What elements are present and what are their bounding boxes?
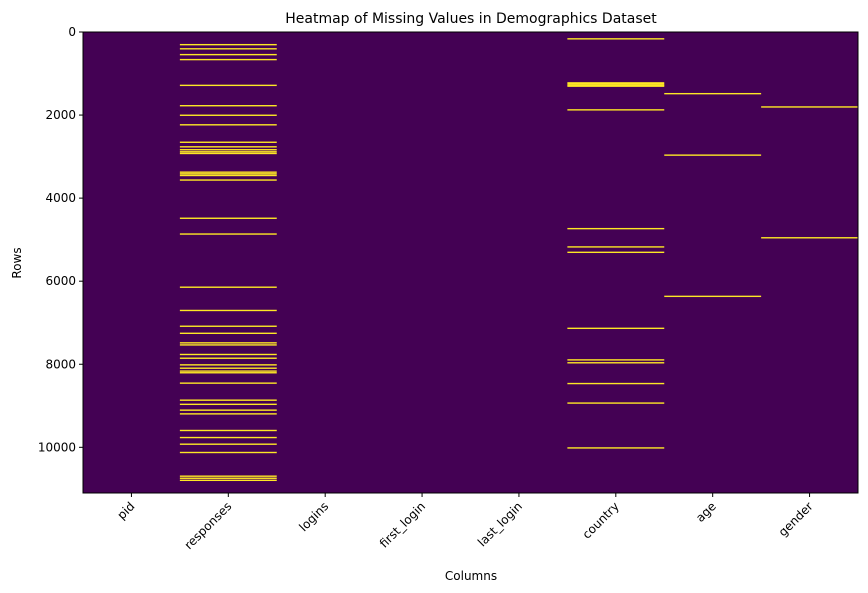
missing-value-cell: [179, 344, 277, 346]
missing-value-cell: [179, 353, 277, 356]
missing-value-cell: [761, 106, 858, 108]
missing-value-cell: [179, 342, 277, 344]
missing-value-cell: [664, 154, 762, 156]
x-tick-label-responses: responses: [182, 499, 235, 552]
missing-value-cell: [179, 364, 277, 366]
missing-value-cell: [179, 413, 277, 415]
missing-value-cell: [567, 251, 665, 254]
missing-value-cell: [179, 141, 277, 143]
missing-value-cell: [179, 84, 277, 87]
missing-value-cell: [179, 443, 277, 445]
missing-value-cell: [179, 48, 277, 50]
y-tick-label: 2000: [45, 108, 76, 122]
missing-value-cell: [179, 382, 277, 384]
missing-value-cell: [179, 372, 277, 374]
missing-value-cell: [179, 171, 277, 173]
missing-value-cell: [567, 38, 665, 40]
missing-value-cell: [179, 370, 277, 372]
missing-value-cell: [179, 114, 277, 116]
missing-value-cell: [179, 146, 277, 148]
missing-value-cell: [567, 83, 665, 85]
plot-frame: [82, 31, 859, 494]
x-tick-label-gender: gender: [776, 499, 816, 539]
missing-value-cell: [179, 174, 277, 177]
missing-value-cell: [567, 82, 665, 84]
missing-value-cell: [179, 451, 277, 454]
missing-value-cell: [664, 92, 762, 95]
missing-value-cell: [179, 325, 277, 327]
missing-value-cell: [179, 286, 277, 288]
missing-value-cell: [567, 402, 665, 404]
x-tick-label-last-login: last_login: [475, 499, 525, 549]
missing-value-cell: [567, 362, 665, 364]
x-tick-label-logins: logins: [296, 499, 331, 534]
missing-value-cell: [179, 367, 277, 369]
y-tick-label: 0: [68, 25, 76, 39]
plot-area: [82, 31, 859, 494]
missing-value-cell: [179, 309, 277, 312]
missing-value-cell: [567, 246, 665, 248]
missing-value-cell: [179, 233, 277, 235]
missing-value-cell: [567, 227, 665, 230]
x-axis-title: Columns: [445, 569, 497, 583]
missing-value-cell: [179, 152, 277, 155]
chart-title: Heatmap of Missing Values in Demographic…: [285, 11, 657, 27]
missing-value-cell: [179, 58, 277, 61]
missing-value-cell: [567, 85, 665, 87]
missing-value-cell: [179, 217, 277, 219]
missing-value-cell: [179, 357, 277, 359]
y-tick-label: 8000: [45, 357, 76, 371]
missing-value-cell: [179, 475, 277, 477]
missing-value-cell: [179, 403, 277, 406]
missing-value-cell: [179, 173, 277, 175]
missing-value-cell: [179, 151, 277, 153]
missing-value-cell: [179, 399, 277, 401]
x-axis: pid responses logins first_login last_login c…: [115, 493, 816, 552]
missing-value-cell: [567, 447, 665, 449]
missing-value-cell: [179, 105, 277, 107]
missing-value-cell: [179, 179, 277, 181]
y-tick-label: 4000: [45, 191, 76, 205]
missing-value-cell: [567, 327, 665, 330]
missing-value-cell: [179, 43, 277, 46]
missing-value-cell: [179, 409, 277, 411]
missing-value-cell: [179, 332, 277, 335]
y-axis-title: Rows: [10, 247, 24, 278]
heatmap-background: [83, 32, 858, 493]
missing-value-cell: [567, 109, 665, 111]
missing-value-cell: [179, 124, 277, 126]
missing-value-cell: [179, 53, 277, 56]
missing-value-cell: [179, 436, 277, 439]
x-tick-label-pid: pid: [115, 499, 138, 522]
x-tick-label-age: age: [693, 499, 719, 525]
missing-value-cell: [179, 479, 277, 482]
missing-value-cell: [179, 477, 277, 479]
missing-value-cell: [664, 295, 762, 298]
missing-value-cell: [567, 84, 665, 87]
missing-value-cell: [179, 429, 277, 432]
missing-value-cell: [567, 359, 665, 361]
x-tick-label-country: country: [580, 499, 622, 541]
missing-value-cell: [761, 237, 858, 239]
y-tick-label: 6000: [45, 274, 76, 288]
missing-value-cell: [567, 382, 665, 385]
y-axis: 0 2000 4000 6000 8000 10000: [38, 25, 83, 454]
missing-value-cell: [179, 149, 277, 151]
y-tick-label: 10000: [38, 440, 76, 454]
x-tick-label-first-login: first_login: [377, 499, 428, 550]
